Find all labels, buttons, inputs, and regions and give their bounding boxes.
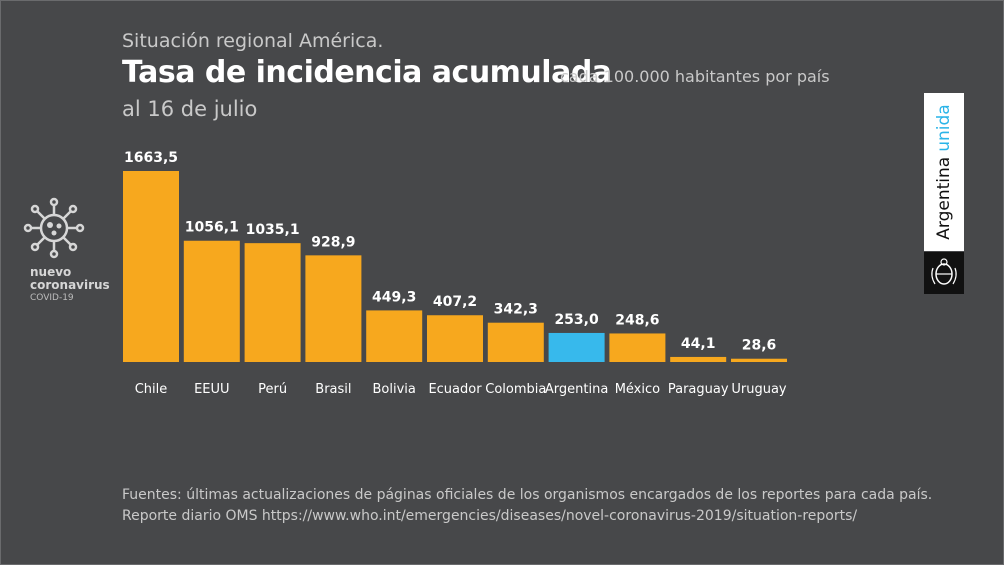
bar-argentina [548, 332, 605, 362]
category-label-argentina: Argentina [545, 382, 608, 397]
category-label-ecuador: Ecuador [428, 382, 482, 397]
value-label-brasil: 928,9 [311, 234, 355, 250]
badge-line-covid: COVID-19 [30, 293, 74, 303]
category-label-uruguay: Uruguay [731, 382, 787, 397]
value-label-uruguay: 28,6 [742, 338, 777, 354]
value-label-paraguay: 44,1 [681, 336, 716, 352]
category-label-méxico: México [615, 382, 660, 397]
bar-brasil [305, 255, 362, 362]
value-label-colombia: 342,3 [494, 302, 538, 318]
bar-uruguay [731, 358, 787, 362]
category-label-perú: Perú [258, 382, 287, 397]
value-label-chile: 1663,5 [124, 150, 178, 166]
category-label-colombia: Colombia [485, 382, 546, 397]
category-label-brasil: Brasil [315, 382, 351, 397]
value-label-ecuador: 407,2 [433, 294, 477, 310]
value-label-bolivia: 449,3 [372, 289, 416, 305]
date-label: al 16 de julio [122, 97, 258, 121]
unit-note: cada 100.000 habitantes por país [560, 67, 830, 86]
category-label-eeuu: EEUU [194, 382, 229, 397]
logo-word-argentina: Argentina [934, 156, 954, 240]
category-label-chile: Chile [135, 382, 168, 397]
value-label-méxico: 248,6 [615, 312, 659, 328]
badge-line-nuevo: nuevo [30, 265, 72, 279]
value-label-eeuu: 1056,1 [185, 220, 239, 236]
bar-ecuador [427, 315, 483, 362]
value-label-perú: 1035,1 [246, 222, 300, 238]
coat-of-arms-icon [931, 258, 957, 285]
bar-chile [123, 171, 179, 362]
logo-word-unida: unida [934, 104, 954, 152]
value-label-argentina: 253,0 [554, 312, 599, 328]
bar-bolivia [366, 310, 423, 362]
bar-perú [244, 243, 301, 362]
badge-line-coronavirus: coronavirus [30, 278, 110, 292]
chart-subtitle: Situación regional América. [122, 30, 384, 52]
coronavirus-icon [23, 197, 85, 259]
national-seal [924, 252, 964, 294]
bar-paraguay [670, 356, 727, 362]
footnote-who-report: Reporte diario OMS https://www.who.int/e… [122, 508, 858, 524]
chart-title: Tasa de incidencia acumulada [122, 55, 612, 90]
bar-eeuu [183, 240, 240, 362]
bar-colombia [487, 322, 544, 362]
argentina-unida-logo: Argentina unida [924, 93, 964, 251]
category-label-bolivia: Bolivia [373, 382, 416, 397]
covid-badge-text: nuevo coronavirus [30, 266, 110, 292]
bar-méxico [609, 333, 666, 362]
footnote-sources: Fuentes: últimas actualizaciones de pági… [122, 487, 933, 503]
category-label-paraguay: Paraguay [668, 382, 729, 397]
